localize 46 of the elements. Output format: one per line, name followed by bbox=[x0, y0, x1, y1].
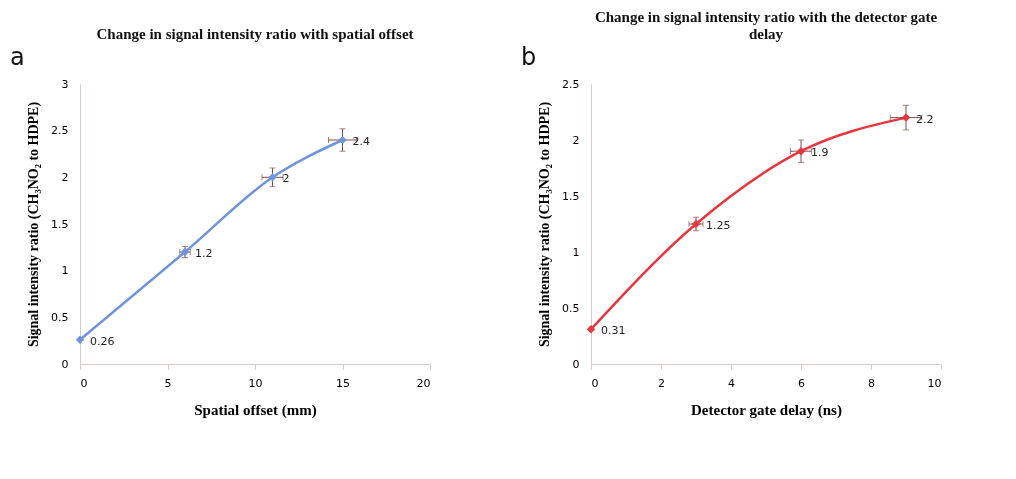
y-axis-title: Signal intensity ratio (CH₃NO₂ to HDPE) bbox=[537, 101, 554, 348]
y-tick-label: 2.5 bbox=[51, 124, 69, 138]
y-tick-label: 1.5 bbox=[51, 217, 69, 231]
x-tick-label: 5 bbox=[164, 376, 172, 390]
y-tick-label: 1 bbox=[61, 264, 69, 278]
data-label: 1.25 bbox=[706, 219, 731, 232]
text: a bbox=[10, 43, 25, 71]
point bbox=[338, 135, 347, 145]
y-tick-label: 0 bbox=[572, 357, 580, 371]
y-tick-label: 0.5 bbox=[51, 310, 69, 324]
y-tick-label: 3 bbox=[61, 77, 69, 91]
y-tick-label: 0 bbox=[61, 357, 69, 371]
point bbox=[586, 325, 596, 334]
y-tick-label: 2 bbox=[572, 133, 580, 147]
data-label: 2 bbox=[282, 172, 290, 186]
point bbox=[796, 147, 806, 156]
x-axis-title: Spatial offset (mm) bbox=[194, 401, 317, 419]
chart-title: Change in signal intensity ratio with spatial offset bbox=[96, 26, 414, 42]
data-label: 0.31 bbox=[601, 324, 626, 338]
chart-title: Change in signal intensity ratio with the detector gate delay bbox=[594, 9, 938, 42]
x-axis-title: Detector gate delay (ns) bbox=[691, 401, 842, 419]
y-tick-label: 1 bbox=[572, 245, 580, 259]
y-axis-title: Signal intensity ratio (CH₃NO₂ to HDPE) bbox=[26, 101, 43, 348]
data-label: 1.9 bbox=[811, 146, 829, 160]
x-tick-label: 10 bbox=[927, 376, 942, 390]
point bbox=[75, 335, 85, 344]
x-tick-label: 15 bbox=[336, 376, 350, 390]
x-tick-label: 8 bbox=[868, 376, 875, 390]
y-tick-label: 0.5 bbox=[562, 301, 580, 315]
x-tick-label: 2 bbox=[658, 376, 665, 390]
x-tick-label: 0 bbox=[80, 376, 88, 390]
y-tick-label: 1.5 bbox=[562, 189, 580, 203]
x-tick-label: 6 bbox=[798, 376, 805, 390]
point bbox=[901, 113, 911, 122]
x-tick-label: 10 bbox=[248, 376, 263, 390]
data-label: 1.2 bbox=[195, 247, 213, 260]
data-label: 0.26 bbox=[90, 334, 115, 348]
y-tick-label: 2.5 bbox=[562, 77, 580, 91]
x-tick-label: 0 bbox=[591, 376, 599, 390]
y-tick-label: 2 bbox=[61, 170, 69, 184]
point bbox=[268, 173, 277, 182]
text: b bbox=[521, 43, 537, 71]
x-tick-label: 20 bbox=[416, 376, 431, 390]
data-label: 2.4 bbox=[352, 135, 370, 148]
x-tick-label: 4 bbox=[728, 376, 735, 390]
data-label: 2.2 bbox=[916, 112, 934, 126]
